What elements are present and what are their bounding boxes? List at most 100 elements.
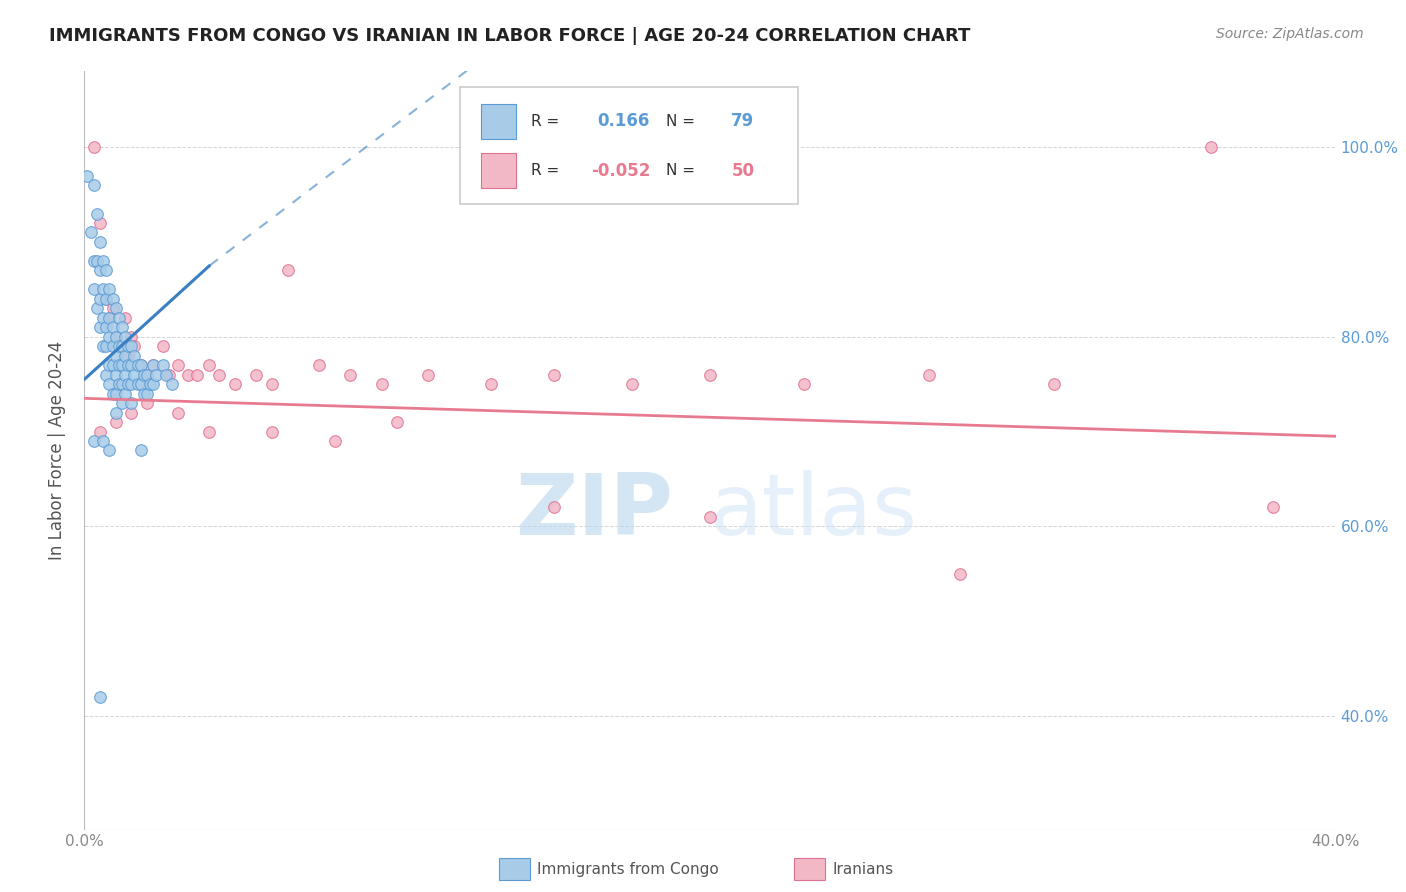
Point	[83, 140, 105, 154]
Point	[1043, 377, 1066, 392]
Bar	[481, 103, 516, 138]
Point	[543, 368, 565, 382]
Point	[699, 509, 721, 524]
Text: R =: R =	[531, 163, 564, 178]
Point	[120, 396, 142, 410]
Text: Source: ZipAtlas.com: Source: ZipAtlas.com	[1216, 27, 1364, 41]
Point	[129, 358, 152, 372]
Point	[155, 368, 177, 382]
Text: Iranians: Iranians	[832, 863, 893, 877]
Text: 79: 79	[731, 112, 755, 130]
Point	[323, 434, 346, 448]
Point	[129, 358, 152, 372]
Point	[139, 377, 162, 392]
Text: 0.166: 0.166	[598, 112, 650, 130]
Point	[111, 339, 134, 353]
Point	[98, 310, 121, 325]
Point	[83, 254, 105, 268]
Y-axis label: In Labor Force | Age 20-24: In Labor Force | Age 20-24	[48, 341, 66, 560]
Point	[620, 377, 643, 392]
Point	[76, 169, 98, 183]
Point	[104, 301, 127, 316]
Point	[83, 282, 105, 296]
Point	[96, 292, 118, 306]
Point	[277, 263, 299, 277]
Point	[479, 377, 502, 392]
Point	[89, 320, 111, 334]
Point	[198, 358, 221, 372]
FancyBboxPatch shape	[460, 87, 797, 204]
Point	[101, 358, 124, 372]
Point	[152, 358, 174, 372]
Point	[136, 396, 159, 410]
Text: R =: R =	[531, 113, 564, 128]
Point	[114, 368, 136, 382]
Point	[98, 377, 121, 392]
Point	[370, 377, 392, 392]
Point	[136, 386, 159, 401]
Text: 50: 50	[731, 161, 754, 179]
Point	[89, 690, 111, 704]
Point	[127, 377, 149, 392]
Point	[79, 226, 101, 240]
Point	[89, 292, 111, 306]
Point	[127, 358, 149, 372]
Point	[86, 206, 108, 220]
Point	[107, 377, 129, 392]
Point	[308, 358, 330, 372]
Point	[111, 377, 134, 392]
Point	[208, 368, 231, 382]
Point	[136, 368, 159, 382]
Point	[385, 415, 409, 429]
Point	[91, 282, 114, 296]
Point	[86, 301, 108, 316]
Point	[86, 254, 108, 268]
Point	[104, 330, 127, 344]
Point	[120, 339, 142, 353]
Point	[83, 178, 105, 193]
Point	[245, 368, 267, 382]
Point	[98, 358, 121, 372]
Point	[160, 377, 183, 392]
Point	[418, 368, 440, 382]
Point	[167, 358, 190, 372]
Point	[91, 310, 114, 325]
Point	[793, 377, 815, 392]
Point	[543, 500, 565, 515]
Text: N =: N =	[666, 163, 700, 178]
Point	[117, 349, 139, 363]
Point	[124, 349, 146, 363]
Point	[1199, 140, 1222, 154]
Point	[120, 406, 142, 420]
Point	[918, 368, 941, 382]
Point	[98, 443, 121, 458]
Point	[111, 339, 134, 353]
Point	[949, 566, 972, 581]
Point	[132, 368, 155, 382]
Point	[262, 425, 284, 439]
Point	[224, 377, 246, 392]
Point	[198, 425, 221, 439]
Point	[98, 330, 121, 344]
Point	[104, 386, 127, 401]
Point	[339, 368, 361, 382]
Point	[699, 368, 721, 382]
Point	[145, 368, 167, 382]
Point	[124, 339, 146, 353]
Point	[104, 406, 127, 420]
Point	[114, 330, 136, 344]
Point	[114, 310, 136, 325]
Point	[176, 368, 198, 382]
Point	[96, 292, 118, 306]
Point	[104, 349, 127, 363]
Point	[104, 330, 127, 344]
Point	[104, 368, 127, 382]
Point	[262, 377, 284, 392]
Point	[107, 358, 129, 372]
Text: N =: N =	[666, 113, 700, 128]
Point	[89, 216, 111, 230]
Point	[98, 310, 121, 325]
Point	[142, 358, 165, 372]
Point	[114, 349, 136, 363]
Point	[142, 358, 165, 372]
